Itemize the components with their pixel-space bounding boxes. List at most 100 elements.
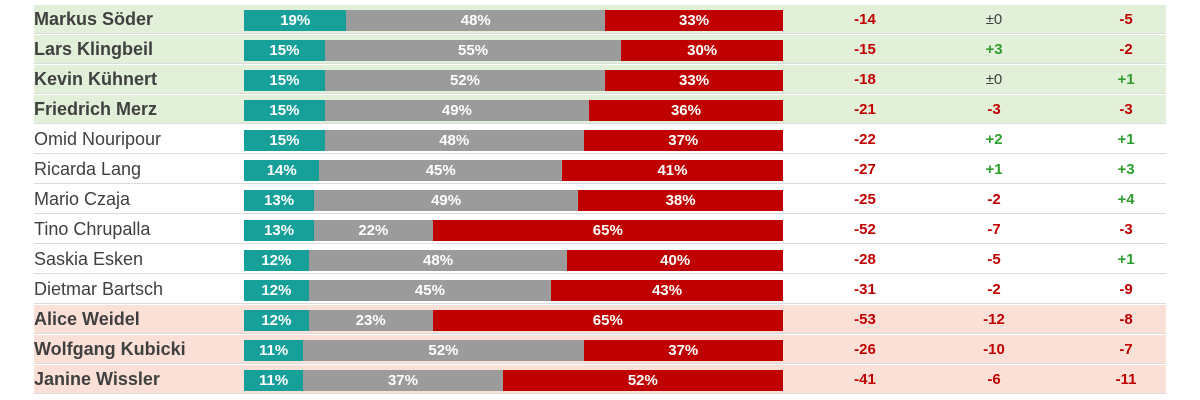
change-value-1: +3 bbox=[985, 41, 1003, 58]
negative-segment: 33% bbox=[605, 70, 783, 91]
stacked-bar: 19% 48% 33% bbox=[244, 10, 783, 31]
balance-value: -52 bbox=[854, 221, 876, 238]
negative-segment: 37% bbox=[583, 130, 783, 151]
change-value-1: -6 bbox=[987, 371, 1001, 388]
table-row: Dietmar Bartsch 12% 45% 43% -31 -2 -9 bbox=[34, 275, 1166, 304]
negative-segment: 41% bbox=[562, 160, 783, 181]
negative-segment: 65% bbox=[432, 310, 783, 331]
positive-segment: 11% bbox=[244, 370, 304, 391]
negative-segment: 38% bbox=[578, 190, 783, 211]
table-row: Mario Czaja 13% 49% 38% -25 -2 +4 bbox=[34, 185, 1166, 214]
neutral-segment: 49% bbox=[314, 190, 579, 211]
positive-segment: 14% bbox=[244, 160, 320, 181]
change-value-1: -7 bbox=[987, 221, 1001, 238]
negative-segment: 40% bbox=[567, 250, 783, 271]
politician-name: Janine Wissler bbox=[34, 369, 160, 389]
table-row: Omid Nouripour 15% 48% 37% -22 +2 +1 bbox=[34, 125, 1166, 154]
negative-segment: 36% bbox=[588, 100, 783, 121]
table-row: Ricarda Lang 14% 45% 41% -27 +1 +3 bbox=[34, 155, 1166, 184]
table-row: Friedrich Merz 15% 49% 36% -21 -3 -3 bbox=[34, 95, 1166, 124]
neutral-segment: 48% bbox=[324, 130, 584, 151]
table-row: Saskia Esken 12% 48% 40% -28 -5 +1 bbox=[34, 245, 1166, 274]
positive-segment: 12% bbox=[244, 310, 309, 331]
stacked-bar: 15% 48% 37% bbox=[244, 130, 783, 151]
positive-segment: 13% bbox=[244, 220, 315, 241]
change-value-2: -2 bbox=[1119, 41, 1133, 58]
table-row: Alice Weidel 12% 23% 65% -53 -12 -8 bbox=[34, 305, 1166, 334]
balance-value: -14 bbox=[854, 11, 876, 28]
stacked-bar: 11% 37% 52% bbox=[244, 370, 783, 391]
politician-name: Kevin Kühnert bbox=[34, 69, 158, 89]
stacked-bar: 13% 49% 38% bbox=[244, 190, 783, 211]
table-row: Markus Söder 19% 48% 33% -14 ±0 -5 bbox=[34, 5, 1166, 34]
change-value-2: -3 bbox=[1119, 101, 1133, 118]
balance-value: -18 bbox=[854, 71, 876, 88]
neutral-segment: 55% bbox=[324, 40, 622, 61]
balance-value: -22 bbox=[854, 131, 876, 148]
balance-value: -28 bbox=[854, 251, 876, 268]
neutral-segment: 45% bbox=[319, 160, 562, 181]
positive-segment: 15% bbox=[244, 100, 325, 121]
neutral-segment: 37% bbox=[303, 370, 503, 391]
change-value-1: ±0 bbox=[985, 11, 1003, 28]
change-value-2: +4 bbox=[1117, 191, 1135, 208]
change-value-2: +1 bbox=[1117, 71, 1135, 88]
change-value-2: -11 bbox=[1115, 371, 1137, 388]
positive-segment: 15% bbox=[244, 130, 325, 151]
positive-segment: 12% bbox=[244, 280, 309, 301]
negative-segment: 30% bbox=[621, 40, 783, 61]
stacked-bar: 12% 45% 43% bbox=[244, 280, 783, 301]
neutral-segment: 45% bbox=[308, 280, 552, 301]
change-value-2: +1 bbox=[1117, 131, 1135, 148]
politician-name: Dietmar Bartsch bbox=[34, 279, 164, 299]
balance-value: -53 bbox=[854, 311, 876, 328]
change-value-1: -5 bbox=[987, 251, 1001, 268]
table-row: Lars Klingbeil 15% 55% 30% -15 +3 -2 bbox=[34, 35, 1166, 64]
balance-value: -27 bbox=[854, 161, 876, 178]
neutral-segment: 23% bbox=[308, 310, 433, 331]
stacked-bar: 15% 55% 30% bbox=[244, 40, 783, 61]
balance-value: -26 bbox=[854, 341, 876, 358]
positive-segment: 15% bbox=[244, 40, 325, 61]
stacked-bar: 12% 48% 40% bbox=[244, 250, 783, 271]
table-row: Janine Wissler 11% 37% 52% -41 -6 -11 bbox=[34, 365, 1166, 394]
change-value-2: -5 bbox=[1119, 11, 1133, 28]
politician-name: Alice Weidel bbox=[34, 309, 140, 329]
balance-value: -15 bbox=[854, 41, 876, 58]
change-value-2: -8 bbox=[1119, 311, 1133, 328]
neutral-segment: 48% bbox=[308, 250, 568, 271]
negative-segment: 52% bbox=[502, 370, 783, 391]
negative-segment: 65% bbox=[432, 220, 783, 241]
change-value-1: -10 bbox=[983, 341, 1005, 358]
politician-name: Lars Klingbeil bbox=[34, 39, 154, 59]
change-value-1: -3 bbox=[987, 101, 1001, 118]
negative-segment: 43% bbox=[551, 280, 783, 301]
stacked-bar: 14% 45% 41% bbox=[244, 160, 783, 181]
politician-name: Wolfgang Kubicki bbox=[34, 339, 186, 359]
stacked-bar: 15% 49% 36% bbox=[244, 100, 783, 121]
neutral-segment: 22% bbox=[314, 220, 433, 241]
change-value-1: +1 bbox=[985, 161, 1003, 178]
negative-segment: 33% bbox=[605, 10, 783, 31]
change-value-2: -9 bbox=[1119, 281, 1133, 298]
change-value-2: +1 bbox=[1117, 251, 1135, 268]
positive-segment: 13% bbox=[244, 190, 315, 211]
stacked-bar: 12% 23% 65% bbox=[244, 310, 783, 331]
neutral-segment: 48% bbox=[346, 10, 606, 31]
positive-segment: 11% bbox=[244, 340, 304, 361]
positive-segment: 12% bbox=[244, 250, 309, 271]
politician-rating-table: Markus Söder 19% 48% 33% -14 ±0 -5 Lars Klingbe… bbox=[34, 5, 1166, 395]
politician-name: Omid Nouripour bbox=[34, 129, 162, 149]
politician-name: Saskia Esken bbox=[34, 249, 144, 269]
table-row: Tino Chrupalla 13% 22% 65% -52 -7 -3 bbox=[34, 215, 1166, 244]
change-value-1: -2 bbox=[987, 191, 1001, 208]
politician-name: Markus Söder bbox=[34, 9, 154, 29]
change-value-1: ±0 bbox=[985, 71, 1003, 88]
balance-value: -41 bbox=[854, 371, 876, 388]
neutral-segment: 49% bbox=[324, 100, 589, 121]
politician-name: Ricarda Lang bbox=[34, 159, 142, 179]
neutral-segment: 52% bbox=[303, 340, 584, 361]
balance-value: -25 bbox=[854, 191, 876, 208]
stacked-bar: 13% 22% 65% bbox=[244, 220, 783, 241]
change-value-2: -3 bbox=[1119, 221, 1133, 238]
